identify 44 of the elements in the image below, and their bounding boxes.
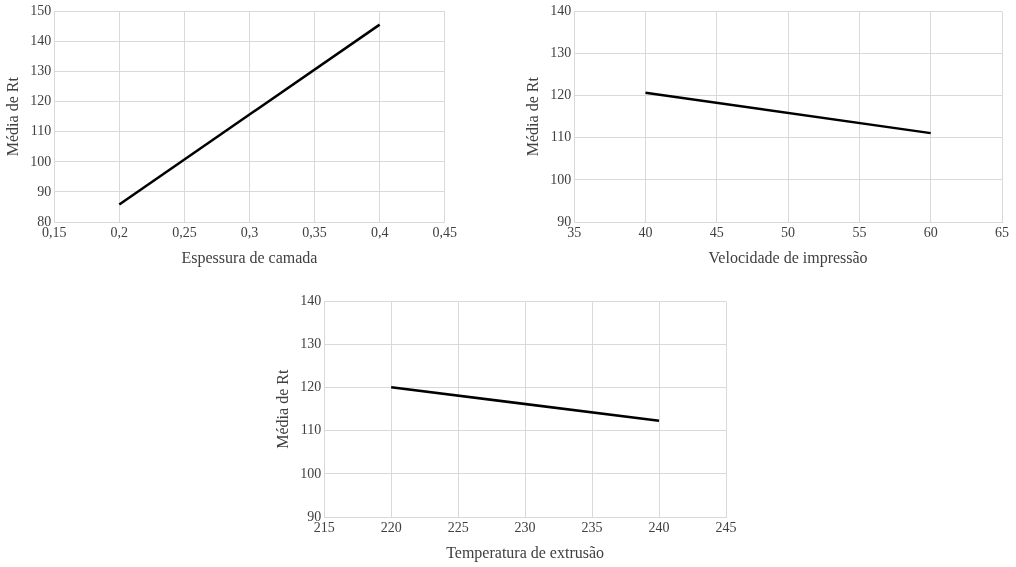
y-axis-title: Média de Rt: [3, 76, 21, 157]
x-axis-title: Espessura de camada: [181, 248, 318, 267]
y-tick-label: 130: [550, 45, 572, 61]
y-tick-label: 140: [30, 33, 52, 49]
y-tick-label: 100: [300, 465, 322, 481]
x-tick-label: 225: [447, 520, 469, 536]
x-tick-label: 240: [648, 520, 670, 536]
x-tick-label: 40: [638, 225, 653, 241]
x-tick-label: 230: [514, 520, 536, 536]
x-tick-label: 0,25: [172, 225, 197, 241]
y-axis-title: Média de Rt: [523, 76, 541, 157]
y-axis-title: Média de Rt: [273, 369, 291, 449]
x-tick-label: 215: [313, 520, 335, 536]
x-tick-label: 0,35: [302, 225, 327, 241]
y-tick-label: 150: [30, 3, 52, 19]
y-tick-label: 130: [300, 336, 322, 352]
y-tick-label: 110: [30, 123, 52, 139]
y-tick-label: 100: [30, 153, 52, 169]
x-tick-label: 0,2: [110, 225, 129, 241]
x-tick-label: 245: [715, 520, 737, 536]
y-tick-label: 120: [300, 379, 322, 395]
x-tick-label: 60: [923, 225, 938, 241]
x-axis-title: Velocidade de impressão: [708, 248, 868, 267]
y-tick-label: 140: [550, 3, 572, 19]
y-tick-label: 120: [550, 87, 572, 103]
y-tick-label: 110: [300, 422, 322, 438]
x-tick-label: 0,3: [240, 225, 259, 241]
x-tick-label: 0,45: [432, 225, 457, 241]
y-tick-label: 90: [37, 183, 52, 199]
x-tick-label: 55: [852, 225, 867, 241]
x-tick-label: 65: [995, 225, 1009, 241]
x-tick-label: 45: [709, 225, 724, 241]
y-tick-label: 120: [30, 93, 52, 109]
y-tick-label: 100: [550, 171, 572, 187]
x-axis-title: Temperatura de extrusão: [446, 543, 605, 562]
y-tick-label: 140: [300, 293, 322, 309]
x-tick-label: 0,4: [370, 225, 389, 241]
x-tick-label: 50: [781, 225, 796, 241]
x-tick-label: 220: [380, 520, 402, 536]
y-tick-label: 130: [30, 63, 52, 79]
x-tick-label: 0,15: [41, 225, 67, 241]
x-tick-label: 35: [567, 225, 582, 241]
x-tick-label: 235: [581, 520, 603, 536]
y-tick-label: 110: [550, 129, 572, 145]
